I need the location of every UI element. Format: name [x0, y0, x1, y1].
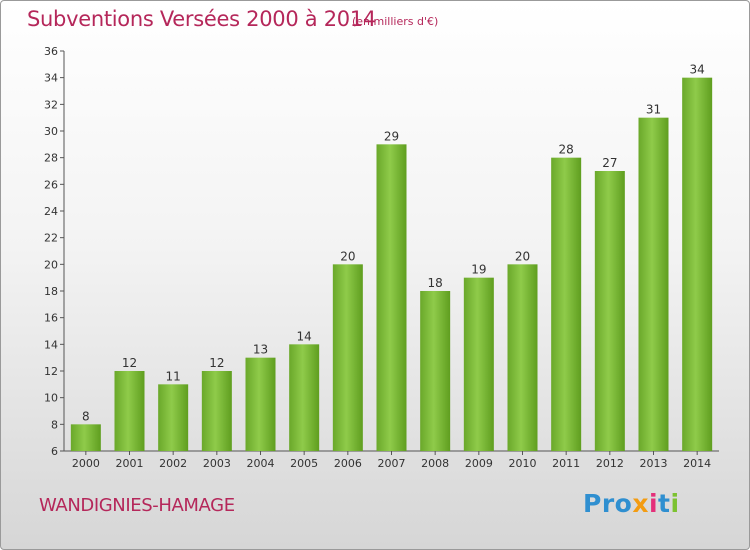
y-tick-label: 26 — [44, 178, 58, 191]
bar — [463, 277, 494, 451]
x-tick-label: 2001 — [116, 457, 144, 470]
bar — [594, 171, 625, 451]
bar-value-label: 20 — [340, 249, 355, 263]
bar-value-label: 12 — [122, 356, 137, 370]
x-tick-label: 2011 — [552, 457, 580, 470]
proxiti-logo: Proxiti — [583, 489, 680, 518]
y-tick-label: 36 — [44, 45, 58, 58]
bar-value-label: 11 — [166, 369, 181, 383]
bar-value-label: 29 — [384, 129, 399, 143]
bar — [158, 384, 189, 451]
x-tick-label: 2000 — [72, 457, 100, 470]
bar-value-label: 34 — [690, 63, 705, 77]
bar-value-label: 19 — [471, 263, 486, 277]
y-tick-label: 14 — [44, 338, 58, 351]
bar — [507, 264, 538, 451]
bar — [201, 371, 232, 451]
y-tick-label: 10 — [44, 392, 58, 405]
y-tick-label: 18 — [44, 285, 58, 298]
x-tick-label: 2013 — [640, 457, 668, 470]
bar — [70, 424, 101, 451]
bar — [420, 291, 451, 451]
y-tick-label: 22 — [44, 232, 58, 245]
x-tick-label: 2002 — [159, 457, 187, 470]
logo-part: x — [632, 489, 649, 518]
bar-value-label: 27 — [602, 156, 617, 170]
bar-value-label: 20 — [515, 249, 530, 263]
bar — [114, 371, 145, 451]
bar-value-label: 14 — [297, 329, 312, 343]
x-tick-label: 2008 — [421, 457, 449, 470]
chart-title: Subventions Versées 2000 à 2014 — [27, 7, 376, 31]
y-tick-label: 8 — [51, 418, 58, 431]
logo-part: Pro — [583, 489, 633, 518]
bar-value-label: 12 — [209, 356, 224, 370]
y-tick-label: 28 — [44, 152, 58, 165]
y-tick-label: 12 — [44, 365, 58, 378]
x-tick-label: 2010 — [509, 457, 537, 470]
logo-part: i — [648, 489, 659, 518]
bar-value-label: 28 — [559, 143, 574, 157]
logo-part: t — [658, 489, 671, 518]
x-tick-label: 2006 — [334, 457, 362, 470]
y-tick-label: 30 — [44, 125, 58, 138]
bar — [551, 157, 582, 451]
bar-value-label: 8 — [82, 409, 90, 423]
bar — [289, 344, 320, 451]
logo-part: i — [670, 489, 680, 518]
bar — [638, 117, 669, 452]
chart-unit: (en milliers d'€) — [352, 15, 439, 28]
bar-value-label: 13 — [253, 343, 268, 357]
y-tick-label: 34 — [44, 72, 58, 85]
x-tick-label: 2004 — [247, 457, 275, 470]
x-tick-label: 2007 — [378, 457, 406, 470]
y-tick-label: 20 — [44, 258, 58, 271]
bar-value-label: 18 — [428, 276, 443, 290]
x-tick-label: 2014 — [683, 457, 711, 470]
bar — [332, 264, 363, 451]
y-tick-label: 6 — [51, 445, 58, 458]
city-name: WANDIGNIES-HAMAGE — [39, 495, 235, 516]
y-tick-label: 24 — [44, 205, 58, 218]
y-tick-label: 16 — [44, 312, 58, 325]
x-tick-label: 2009 — [465, 457, 493, 470]
x-tick-label: 2003 — [203, 457, 231, 470]
x-tick-label: 2012 — [596, 457, 624, 470]
bar — [245, 357, 276, 451]
y-tick-label: 32 — [44, 98, 58, 111]
bar — [682, 77, 713, 452]
bar — [376, 144, 407, 452]
x-tick-label: 2005 — [290, 457, 318, 470]
bar-value-label: 31 — [646, 103, 661, 117]
